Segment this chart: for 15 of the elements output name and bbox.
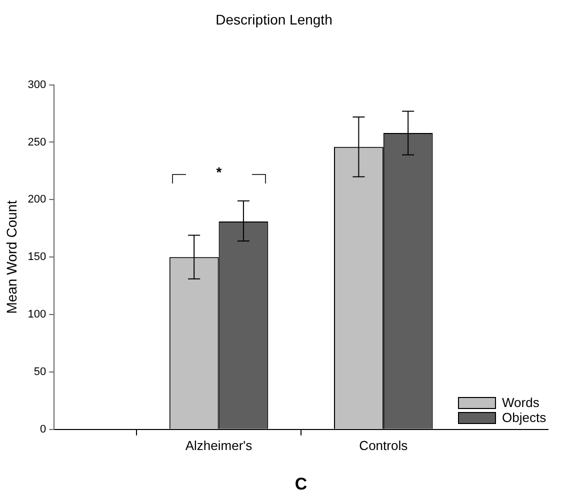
- x-tick-label: Controls: [359, 438, 408, 453]
- y-tick-label: 200: [28, 194, 46, 206]
- y-axis-title: Mean Word Count: [3, 200, 20, 314]
- chart-title: Description Length: [216, 11, 332, 28]
- legend-label: Words: [502, 395, 540, 410]
- y-tick-label: 300: [28, 78, 46, 91]
- y-tick-label: 50: [34, 366, 46, 378]
- annotation: *: [216, 164, 222, 180]
- x-tick-label: Alzheimer's: [185, 438, 253, 453]
- y-tick-label: 0: [40, 423, 46, 436]
- y-tick-label: 250: [28, 136, 46, 148]
- y-tick-label: 100: [28, 308, 46, 321]
- legend-label: Objects: [502, 410, 546, 426]
- text: C: [294, 474, 308, 494]
- y-tick-label: 150: [28, 251, 46, 264]
